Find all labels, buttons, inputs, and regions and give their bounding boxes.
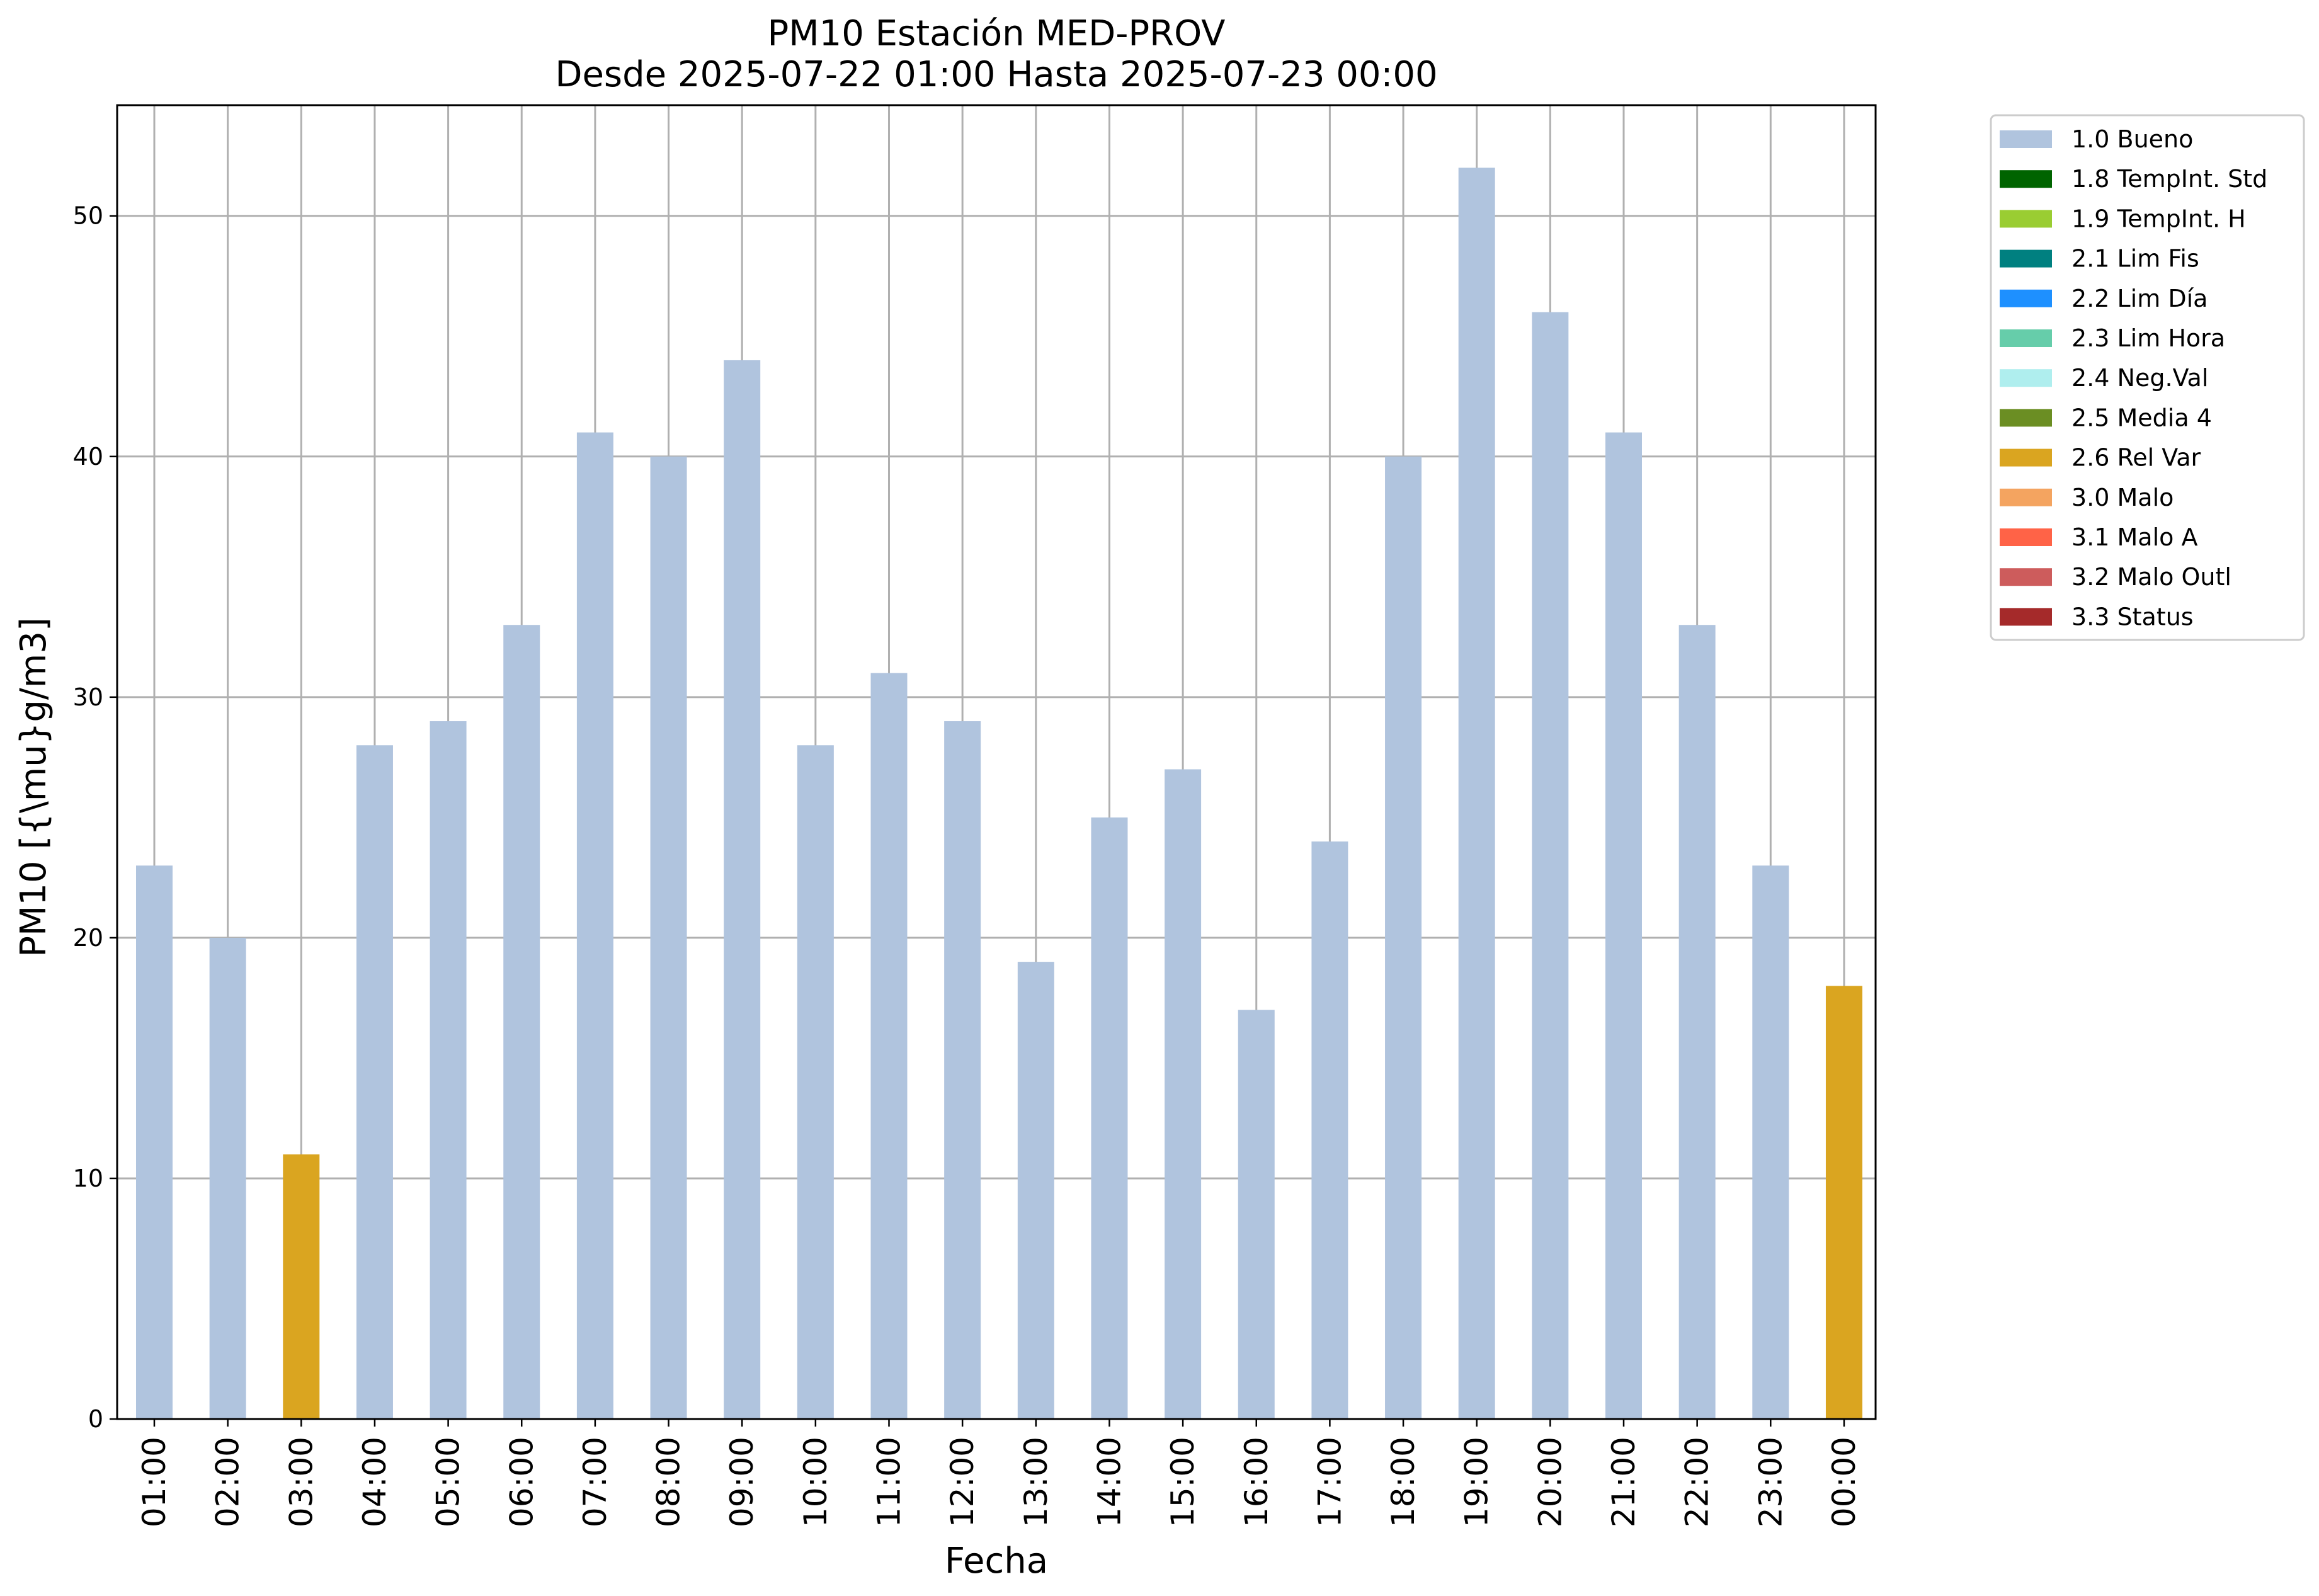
x-axis-ticks: 01:00 02:00 03:00 04:00 05:00 06:00 07:00 08:00… bbox=[136, 1419, 1862, 1527]
legend-label: 3.3 Status bbox=[2071, 603, 2194, 630]
bar bbox=[1605, 432, 1642, 1419]
legend-label: 2.2 Lim Día bbox=[2071, 285, 2208, 312]
plot-frame bbox=[116, 104, 1877, 1420]
bar bbox=[870, 673, 908, 1419]
bar bbox=[430, 721, 467, 1419]
legend-swatch bbox=[2000, 409, 2052, 427]
x-tick-label: 19:00 bbox=[1459, 1437, 1495, 1527]
x-tick-label: 20:00 bbox=[1532, 1437, 1568, 1527]
legend-label: 3.2 Malo Outl bbox=[2071, 563, 2231, 591]
x-tick-label: 16:00 bbox=[1238, 1437, 1275, 1527]
legend-label: 2.5 Media 4 bbox=[2071, 404, 2212, 431]
y-tick-label: 30 bbox=[73, 683, 103, 711]
bar bbox=[209, 937, 246, 1419]
legend-swatch bbox=[2000, 130, 2052, 148]
x-tick-label: 21:00 bbox=[1605, 1437, 1642, 1527]
y-tick-label: 50 bbox=[73, 202, 103, 230]
bar bbox=[1017, 962, 1054, 1419]
legend-label: 2.3 Lim Hora bbox=[2071, 324, 2225, 352]
x-axis-label: Fecha bbox=[945, 1541, 1048, 1582]
x-tick-label: 12:00 bbox=[944, 1437, 981, 1527]
legend-swatch bbox=[2000, 608, 2052, 626]
legend-label: 1.9 TempInt. H bbox=[2071, 205, 2246, 232]
x-tick-label: 13:00 bbox=[1018, 1437, 1054, 1527]
x-tick-label: 02:00 bbox=[210, 1437, 246, 1527]
legend-swatch bbox=[2000, 448, 2052, 467]
x-tick-label: 17:00 bbox=[1311, 1437, 1348, 1527]
bar bbox=[1091, 817, 1128, 1419]
y-axis-ticks: 0 10 20 30 40 50 bbox=[73, 202, 117, 1433]
bar bbox=[1678, 625, 1716, 1420]
legend-label: 2.1 Lim Fis bbox=[2071, 245, 2199, 273]
bar bbox=[797, 745, 834, 1419]
bar bbox=[724, 360, 761, 1419]
x-tick-label: 10:00 bbox=[797, 1437, 834, 1527]
bar bbox=[1532, 312, 1569, 1420]
bar bbox=[1311, 841, 1348, 1419]
bars bbox=[136, 168, 1862, 1420]
x-tick-label: 15:00 bbox=[1165, 1437, 1201, 1527]
legend-swatch bbox=[2000, 568, 2052, 586]
x-tick-label: 03:00 bbox=[283, 1437, 319, 1527]
legend-swatch bbox=[2000, 289, 2052, 307]
chart-subtitle: Desde 2025-07-22 01:00 Hasta 2025-07-23 … bbox=[555, 54, 1437, 95]
bar bbox=[944, 721, 981, 1419]
x-tick-label: 22:00 bbox=[1679, 1437, 1716, 1527]
legend-label: 2.6 Rel Var bbox=[2071, 444, 2201, 472]
y-tick-label: 10 bbox=[73, 1165, 103, 1192]
legend-swatch bbox=[2000, 329, 2052, 347]
bar bbox=[1385, 456, 1422, 1419]
legend-frame bbox=[1990, 114, 2305, 641]
legend-swatch bbox=[2000, 210, 2052, 228]
y-axis-label: PM10 [{\mu}g/m3] bbox=[13, 617, 54, 957]
chart-title: PM10 Estación MED-PROV bbox=[768, 13, 1226, 54]
bar bbox=[283, 1154, 320, 1419]
x-tick-label: 18:00 bbox=[1385, 1437, 1422, 1527]
x-tick-label: 04:00 bbox=[356, 1437, 393, 1527]
bar bbox=[503, 625, 540, 1420]
legend-swatch bbox=[2000, 488, 2052, 506]
bar bbox=[1752, 865, 1789, 1419]
x-tick-label: 23:00 bbox=[1752, 1437, 1789, 1527]
x-tick-label: 07:00 bbox=[577, 1437, 613, 1527]
x-tick-label: 05:00 bbox=[430, 1437, 467, 1527]
x-tick-label: 08:00 bbox=[651, 1437, 687, 1527]
legend-swatch bbox=[2000, 369, 2052, 387]
y-tick-label: 40 bbox=[73, 443, 103, 470]
legend-label: 2.4 Neg.Val bbox=[2071, 364, 2208, 392]
legend-label: 1.8 TempInt. Std bbox=[2071, 165, 2267, 193]
bar bbox=[136, 865, 173, 1419]
legend-swatch bbox=[2000, 528, 2052, 546]
bar bbox=[1238, 1010, 1275, 1419]
y-tick-label: 0 bbox=[88, 1405, 103, 1433]
bar bbox=[1825, 986, 1862, 1419]
legend: 1.0 Bueno 1.8 TempInt. Std 1.9 TempInt. H 2… bbox=[1990, 114, 2305, 641]
legend-label: 3.0 Malo bbox=[2071, 484, 2174, 511]
bar bbox=[1458, 168, 1495, 1419]
x-tick-label: 09:00 bbox=[724, 1437, 760, 1527]
y-tick-label: 20 bbox=[73, 924, 103, 952]
x-tick-label: 01:00 bbox=[136, 1437, 173, 1527]
legend-swatch bbox=[2000, 170, 2052, 188]
bar bbox=[576, 432, 613, 1419]
bar bbox=[1165, 769, 1202, 1419]
x-tick-label: 14:00 bbox=[1091, 1437, 1127, 1527]
x-tick-label: 11:00 bbox=[871, 1437, 908, 1527]
bar bbox=[356, 745, 393, 1419]
bar bbox=[650, 456, 687, 1419]
x-tick-label: 06:00 bbox=[503, 1437, 540, 1527]
legend-label: 1.0 Bueno bbox=[2071, 125, 2193, 153]
legend-swatch bbox=[2000, 249, 2052, 268]
legend-label: 3.1 Malo A bbox=[2071, 523, 2197, 551]
x-tick-label: 00:00 bbox=[1826, 1437, 1862, 1527]
